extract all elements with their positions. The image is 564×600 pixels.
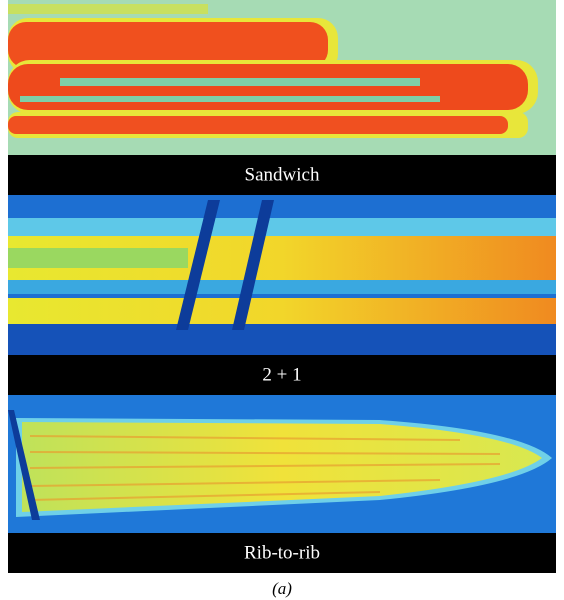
panel-image-sandwich xyxy=(8,0,556,155)
panel-label: Rib-to-rib xyxy=(244,542,320,563)
panel-label: Sandwich xyxy=(245,164,320,185)
panel-image-rib-to-rib xyxy=(8,395,556,533)
figure: Sandwich 2 + 1 Rib-to-rib (a) xyxy=(0,0,564,600)
panel-image-2-plus-1 xyxy=(8,195,556,355)
page: Sandwich 2 + 1 Rib-to-rib (a) (() => { c… xyxy=(0,0,564,600)
panel-label: 2 + 1 xyxy=(262,364,301,385)
caption: (a) xyxy=(272,579,292,598)
